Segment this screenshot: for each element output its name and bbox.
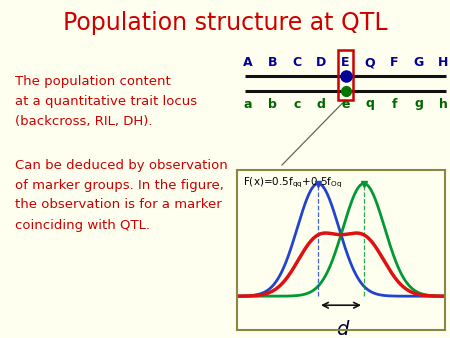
Text: d: d [317,97,325,111]
Bar [338,50,353,100]
Text: f: f [392,97,397,111]
Text: D: D [316,56,326,70]
Text: g: g [414,97,423,111]
Text: E: E [341,56,350,70]
Text: c: c [293,97,301,111]
Text: F: F [390,56,399,70]
Bar [237,170,445,330]
Text: B: B [268,56,277,70]
Text: G: G [414,56,424,70]
Text: e: e [341,97,350,111]
Text: h: h [439,97,447,111]
Text: $d$: $d$ [336,320,350,338]
Text: The population content
at a quantitative trait locus
(backcross, RIL, DH).: The population content at a quantitative… [15,74,197,127]
Text: Can be deduced by observation
of marker groups. In the figure,
the observation i: Can be deduced by observation of marker … [15,159,228,232]
Text: a: a [244,97,252,111]
Text: Q: Q [364,56,375,70]
Text: C: C [292,56,302,70]
Text: H: H [438,56,448,70]
Text: Population structure at QTL: Population structure at QTL [63,11,387,35]
Text: A: A [243,56,253,70]
Text: q: q [365,97,374,111]
Text: b: b [268,97,277,111]
Text: F(x)=0.5f$_{\mathregular{qq}}$+0.5f$_{\mathregular{Oq}}$: F(x)=0.5f$_{\mathregular{qq}}$+0.5f$_{\m… [243,176,342,190]
